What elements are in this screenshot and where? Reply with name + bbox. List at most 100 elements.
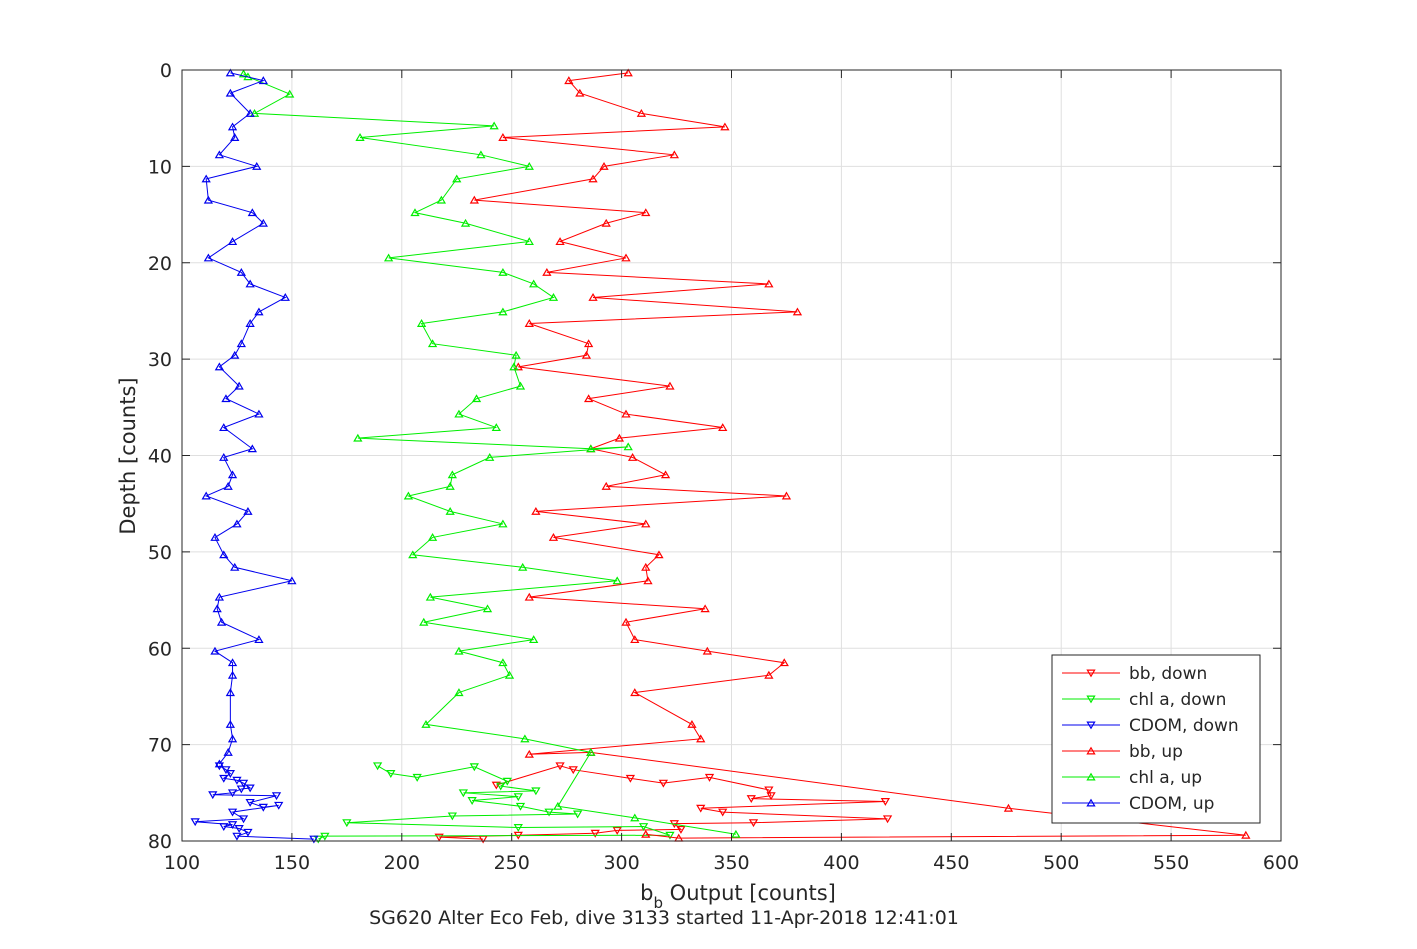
data-point	[621, 409, 631, 418]
data-point	[509, 362, 519, 371]
series-line-bb-down	[439, 765, 888, 840]
data-point	[669, 150, 680, 159]
data-point	[212, 604, 222, 613]
data-point	[882, 815, 893, 824]
data-point	[553, 801, 563, 810]
data-point	[445, 506, 455, 515]
y-tick-label: 60	[148, 638, 172, 660]
data-point	[245, 319, 255, 327]
data-point	[252, 161, 262, 170]
data-point	[696, 804, 706, 813]
data-point	[779, 658, 789, 667]
data-point	[665, 831, 675, 840]
data-point	[245, 798, 255, 807]
data-point	[489, 121, 499, 130]
series-chl-a-down	[313, 762, 675, 844]
data-point	[704, 773, 715, 782]
data-point	[214, 150, 225, 159]
series-line-chl-a-up	[243, 73, 736, 835]
data-point	[219, 453, 229, 461]
data-point	[469, 195, 479, 204]
data-point	[227, 658, 238, 667]
x-tick-label: 200	[384, 852, 420, 874]
legend: bb, down chl a, down CDOM, down bb, up chl a…	[1051, 654, 1261, 824]
data-point	[412, 773, 422, 782]
data-point	[702, 646, 712, 655]
data-point	[654, 550, 664, 559]
data-point	[623, 68, 633, 77]
data-point	[203, 195, 214, 204]
data-point	[630, 813, 640, 822]
data-point	[201, 174, 211, 183]
data-point	[555, 237, 565, 246]
data-point	[555, 762, 565, 771]
data-point	[219, 423, 229, 432]
data-point	[599, 161, 609, 170]
data-point	[232, 519, 242, 528]
data-point	[485, 453, 495, 461]
data-point	[524, 749, 534, 758]
data-point	[236, 267, 246, 276]
data-point	[245, 279, 255, 288]
data-point	[234, 824, 244, 833]
data-point	[515, 381, 526, 390]
x-tick-label: 100	[164, 852, 200, 874]
series-line-bb-up	[474, 72, 1246, 839]
data-point	[636, 108, 647, 117]
data-point	[280, 293, 290, 301]
data-point	[309, 835, 319, 844]
data-point	[227, 821, 238, 830]
data-point	[313, 835, 323, 844]
data-point	[225, 68, 236, 77]
y-tick-label: 80	[148, 831, 172, 853]
data-point	[518, 562, 528, 571]
x-axis-ticks: 100 150 200 250 300 350 400 450 500 550 600	[164, 70, 1299, 874]
data-point	[502, 777, 512, 786]
data-point	[214, 362, 225, 371]
data-point	[496, 782, 506, 791]
data-point	[621, 253, 631, 262]
data-point	[227, 734, 238, 743]
data-point	[588, 174, 598, 183]
data-point	[614, 433, 625, 442]
legend-item-bb-up: bb, up	[1062, 742, 1183, 762]
x-axis-label: bb Output [counts]	[640, 881, 836, 912]
data-point	[665, 381, 675, 390]
y-axis-label: Depth [counts]	[116, 377, 140, 534]
data-point	[219, 550, 229, 559]
data-point	[353, 433, 363, 442]
data-point	[214, 759, 225, 768]
y-tick-label: 10	[148, 156, 172, 178]
data-point	[766, 792, 776, 801]
data-point	[254, 635, 264, 644]
data-point	[544, 808, 554, 817]
data-point	[623, 442, 633, 451]
x-tick-label: 400	[823, 852, 859, 874]
data-point	[630, 635, 640, 644]
data-point	[548, 532, 559, 541]
data-point	[287, 576, 297, 585]
data-point	[548, 293, 559, 301]
data-point	[764, 670, 774, 679]
data-point	[219, 823, 229, 831]
legend-item-bb-down: bb, down	[1062, 664, 1207, 684]
data-point	[403, 491, 414, 500]
data-point	[568, 766, 578, 775]
data-point	[216, 617, 227, 626]
legend-swatch-marker	[1086, 772, 1096, 781]
data-point	[720, 122, 730, 131]
series-line-cdom-up	[204, 72, 293, 765]
data-point	[227, 670, 238, 679]
x-tick-label: 450	[933, 852, 969, 874]
data-point	[746, 795, 756, 804]
data-point	[285, 89, 295, 98]
data-point	[342, 819, 352, 828]
data-point	[498, 519, 508, 528]
data-point	[247, 208, 257, 217]
data-point	[225, 719, 236, 728]
data-point	[676, 825, 686, 834]
data-point	[419, 617, 429, 626]
legend-label: CDOM, up	[1129, 794, 1214, 814]
series-layer	[190, 68, 1251, 844]
data-point	[491, 423, 501, 432]
